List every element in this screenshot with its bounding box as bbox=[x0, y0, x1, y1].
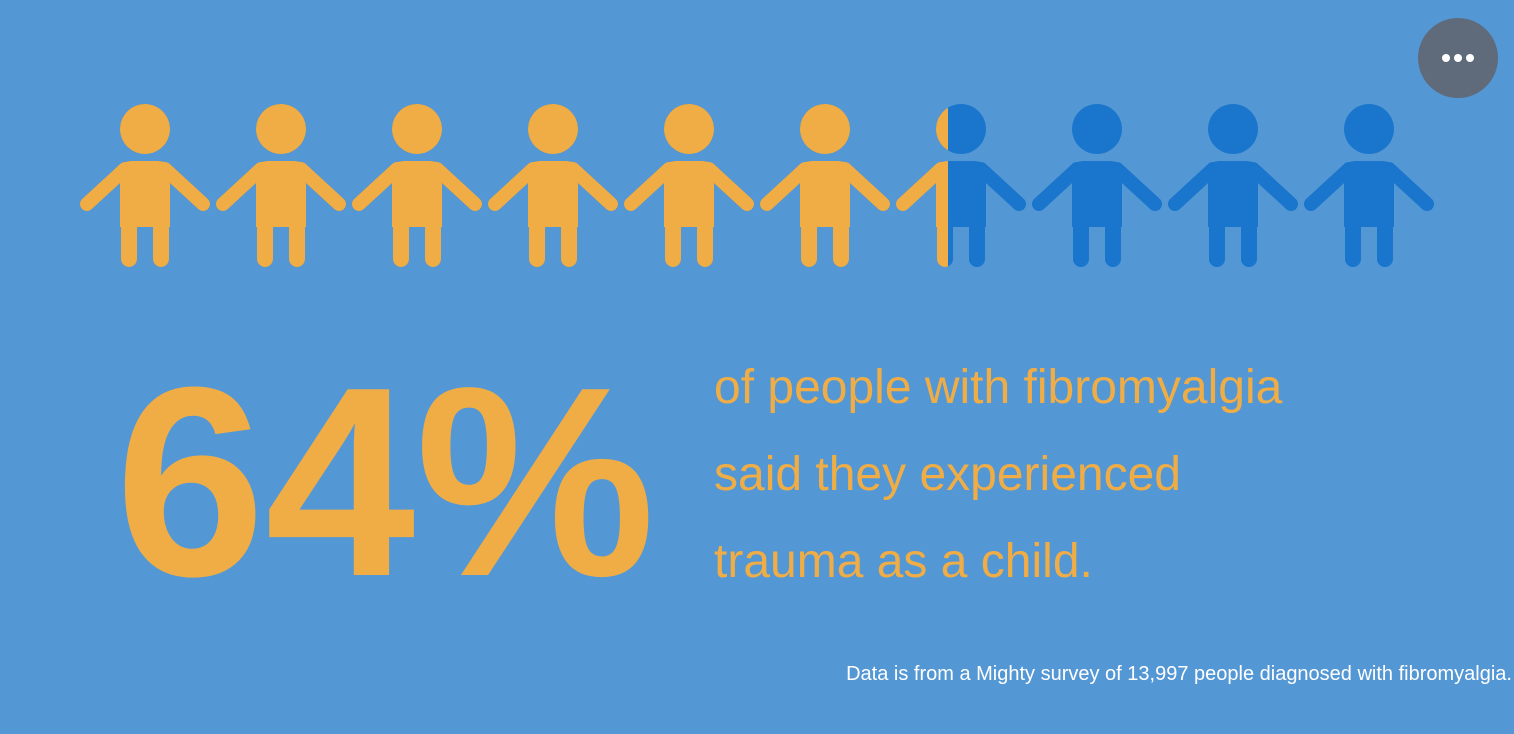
head bbox=[256, 104, 306, 154]
description-line: said they experienced bbox=[714, 448, 1181, 501]
torso bbox=[1208, 161, 1258, 227]
head bbox=[528, 104, 578, 154]
legs bbox=[257, 216, 305, 267]
person-fill bbox=[488, 104, 618, 267]
torso bbox=[120, 161, 170, 227]
menu-dot[interactable] bbox=[1454, 54, 1462, 62]
person-icon bbox=[1032, 104, 1162, 267]
head bbox=[1344, 104, 1394, 154]
arms bbox=[896, 162, 948, 211]
arms bbox=[80, 162, 210, 211]
head bbox=[936, 107, 948, 151]
person-icon bbox=[488, 104, 618, 267]
arms bbox=[1304, 162, 1434, 211]
menu-dot[interactable] bbox=[1442, 54, 1450, 62]
big-value: 64% bbox=[115, 332, 655, 633]
legs bbox=[121, 216, 169, 267]
arms bbox=[1032, 162, 1162, 211]
legs bbox=[801, 216, 849, 267]
torso bbox=[256, 161, 306, 227]
person-fill bbox=[80, 104, 210, 267]
torso bbox=[1344, 161, 1394, 227]
menu-dot[interactable] bbox=[1466, 54, 1474, 62]
person-icon bbox=[624, 104, 754, 267]
head bbox=[392, 104, 442, 154]
person-icon bbox=[1168, 104, 1298, 267]
person-fill bbox=[352, 104, 482, 267]
torso bbox=[664, 161, 714, 227]
head bbox=[800, 104, 850, 154]
person-fill bbox=[760, 104, 890, 267]
menu-button[interactable] bbox=[1418, 18, 1498, 98]
person-fill bbox=[624, 104, 754, 267]
head bbox=[936, 104, 986, 154]
torso bbox=[936, 161, 986, 227]
person-icon bbox=[896, 104, 1026, 267]
arms bbox=[760, 162, 890, 211]
torso bbox=[528, 161, 578, 227]
head bbox=[664, 104, 714, 154]
torso bbox=[392, 161, 442, 227]
legs bbox=[665, 216, 713, 267]
person-icon bbox=[760, 104, 890, 267]
description-line: trauma as a child. bbox=[714, 535, 1093, 588]
description-line: of people with fibromyalgia bbox=[714, 361, 1283, 414]
arms bbox=[1168, 162, 1298, 211]
torso bbox=[800, 161, 850, 227]
torso bbox=[1072, 161, 1122, 227]
legs bbox=[1209, 216, 1257, 267]
arms bbox=[488, 162, 618, 211]
person-icon bbox=[1304, 104, 1434, 267]
person-icon bbox=[80, 104, 210, 267]
arms bbox=[352, 162, 482, 211]
legs bbox=[1345, 216, 1393, 267]
legs bbox=[1073, 216, 1121, 267]
head bbox=[1208, 104, 1258, 154]
head bbox=[120, 104, 170, 154]
legs bbox=[529, 216, 577, 267]
legs bbox=[393, 216, 441, 267]
arms bbox=[216, 162, 346, 211]
head bbox=[1072, 104, 1122, 154]
legs bbox=[937, 216, 948, 267]
source-note: Data is from a Mighty survey of 13,997 p… bbox=[846, 663, 1512, 685]
person-fill bbox=[216, 104, 346, 267]
person-icon bbox=[216, 104, 346, 267]
person-fill bbox=[896, 107, 948, 267]
person-icon bbox=[352, 104, 482, 267]
arms bbox=[624, 162, 754, 211]
